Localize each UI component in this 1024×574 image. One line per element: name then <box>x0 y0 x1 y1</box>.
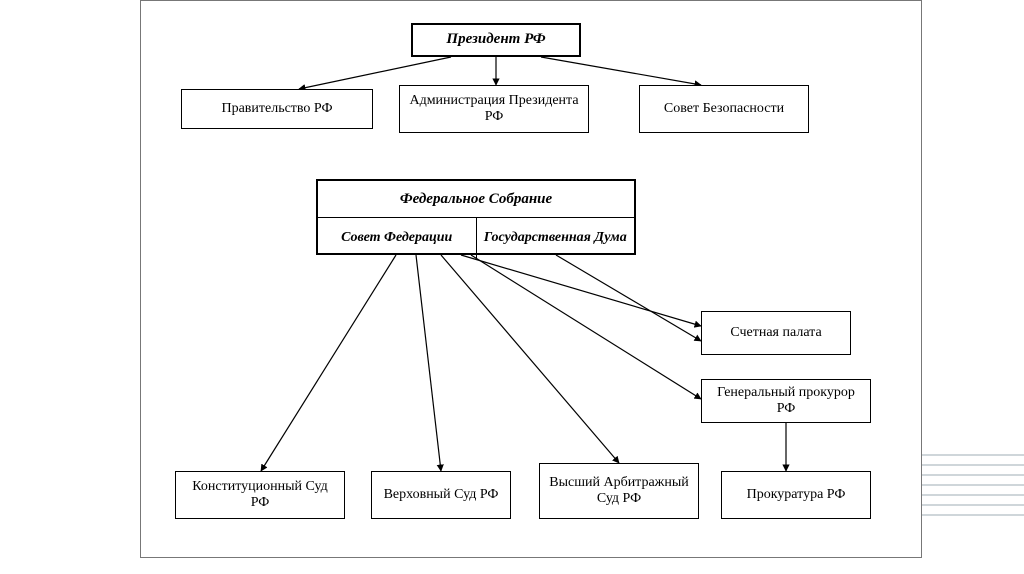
node-label: Президент РФ <box>440 29 551 50</box>
node-label: Высший Арбитражный Суд РФ <box>540 473 698 509</box>
node-label: Совет Безопасности <box>658 99 790 119</box>
node-label: Конституционный Суд РФ <box>176 477 344 513</box>
node-label: Совет Федерации <box>341 230 452 246</box>
node-label: Государственная Дума <box>484 230 627 246</box>
node-prosecutor-office: Прокуратура РФ <box>721 471 871 519</box>
node-label: Счетная палата <box>724 323 827 343</box>
node-label: Правительство РФ <box>215 99 338 119</box>
node-label: Прокуратура РФ <box>741 485 852 505</box>
node-president: Президент РФ <box>411 23 581 57</box>
node-admin: Администрация Президента РФ <box>399 85 589 133</box>
node-label: Федеральное Собрание <box>400 191 552 208</box>
node-supreme-court: Верховный Суд РФ <box>371 471 511 519</box>
node-government: Правительство РФ <box>181 89 373 129</box>
node-federal-assembly: Федеральное Собрание Совет Федерации Гос… <box>316 179 636 255</box>
node-label: Администрация Президента РФ <box>400 91 588 127</box>
node-label: Генеральный прокурор РФ <box>702 383 870 419</box>
slide: Президент РФ Правительство РФ Администра… <box>0 0 1024 574</box>
node-constitutional-court: Конституционный Суд РФ <box>175 471 345 519</box>
node-label: Верховный Суд РФ <box>378 485 505 505</box>
diagram-page: Президент РФ Правительство РФ Администра… <box>140 0 922 558</box>
node-general-prosecutor: Генеральный прокурор РФ <box>701 379 871 423</box>
node-arbitration-court: Высший Арбитражный Суд РФ <box>539 463 699 519</box>
node-security-council: Совет Безопасности <box>639 85 809 133</box>
node-audit-chamber: Счетная палата <box>701 311 851 355</box>
